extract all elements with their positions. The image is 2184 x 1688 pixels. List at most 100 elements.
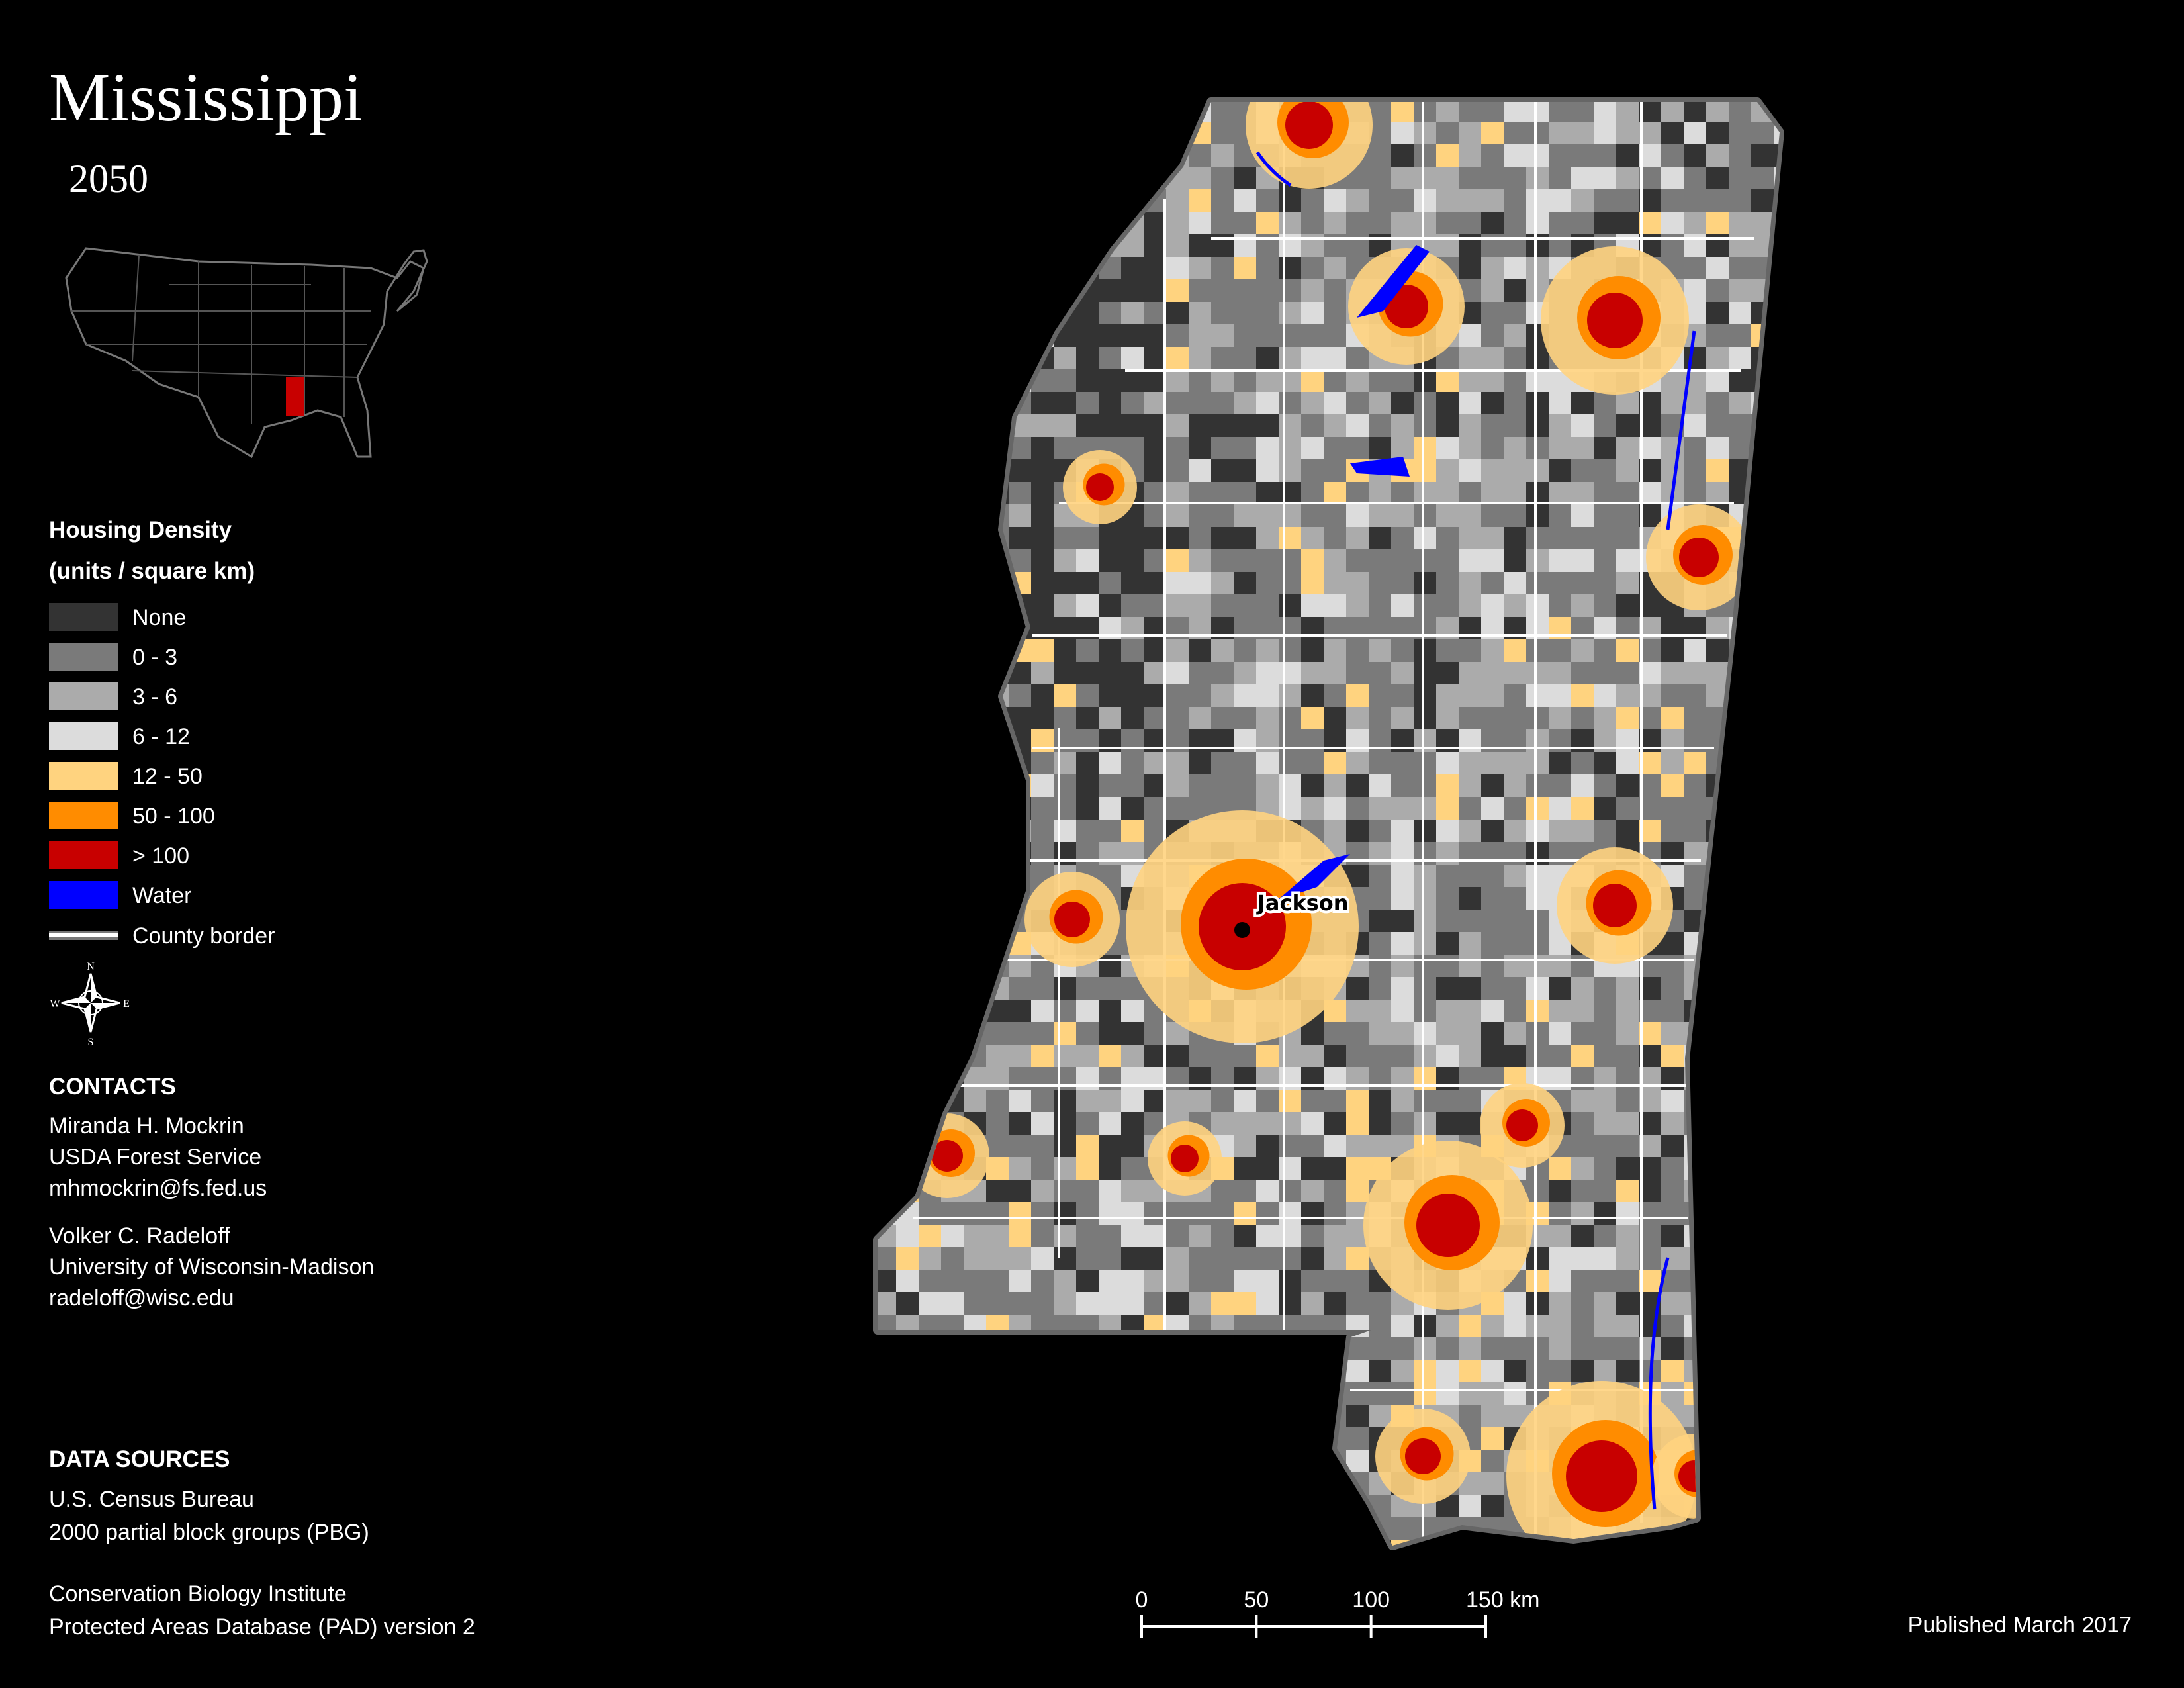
raster-cell [919,257,941,279]
raster-cell [1526,257,1549,279]
raster-cell [1391,797,1414,820]
raster-cell [1189,504,1211,527]
raster-cell [1571,482,1594,504]
raster-cell [1616,1135,1639,1157]
raster-cell [1571,707,1594,729]
raster-cell [1369,549,1391,572]
raster-cell [1076,1427,1099,1450]
raster-cell [1099,347,1121,369]
raster-cell [986,234,1009,257]
raster-cell [1301,459,1324,482]
raster-cell [1616,212,1639,234]
raster-cell [1391,707,1414,729]
raster-cell [1774,955,1780,977]
raster-cell [941,1247,964,1270]
raster-cell [1256,437,1279,459]
raster-cell [1594,1337,1616,1360]
raster-cell [1706,1472,1729,1495]
raster-cell [941,639,964,662]
raster-cell [986,324,1009,347]
raster-cell [1256,347,1279,369]
raster-cell [919,910,941,932]
raster-cell [1234,549,1256,572]
raster-cell [1526,820,1549,842]
raster-cell [1729,1225,1751,1247]
raster-cell [919,1405,941,1427]
raster-cell [1391,167,1414,189]
raster-cell [1144,392,1166,414]
raster-cell [1256,1270,1279,1292]
raster-cell [1369,572,1391,594]
raster-cell [1211,504,1234,527]
raster-cell [1751,1517,1774,1540]
raster-cell [1414,887,1436,910]
raster-cell [919,572,941,594]
raster-cell [1031,594,1054,617]
raster-cell [1009,504,1031,527]
raster-cell [1211,549,1234,572]
raster-cell [1324,1337,1346,1360]
raster-cell [1121,437,1144,459]
raster-cell [1121,527,1144,549]
raster-cell [1009,955,1031,977]
raster-cell [1009,302,1031,324]
raster-cell [1076,1405,1099,1427]
raster-cell [1369,527,1391,549]
raster-cell [1571,1045,1594,1067]
raster-cell [1031,1472,1054,1495]
raster-cell [1661,459,1684,482]
raster-cell [1279,527,1301,549]
raster-cell [1166,1090,1189,1112]
raster-cell [1414,1315,1436,1337]
raster-cell [1144,1247,1166,1270]
raster-cell [1301,684,1324,707]
raster-cell [1436,549,1459,572]
raster-cell [1751,774,1774,797]
raster-cell [1729,1315,1751,1337]
raster-cell [1279,504,1301,527]
raster-cell [1549,662,1571,684]
raster-cell [1504,752,1526,774]
raster-cell [1301,504,1324,527]
raster-cell [1481,324,1504,347]
raster-cell [1459,414,1481,437]
raster-cell [1189,459,1211,482]
raster-cell [1144,1405,1166,1427]
raster-cell [1211,1202,1234,1225]
raster-cell [1661,167,1684,189]
raster-cell [1571,1000,1594,1022]
raster-cell [1729,1022,1751,1045]
raster-cell [1346,189,1369,212]
raster-cell [1121,1270,1144,1292]
raster-cell [986,122,1009,144]
raster-cell [1144,707,1166,729]
raster-cell [896,707,919,729]
raster-cell [1099,1045,1121,1067]
map-title: Mississippi [49,60,363,136]
raster-cell [1211,752,1234,774]
raster-cell [1459,549,1481,572]
raster-cell [1504,955,1526,977]
raster-cell [986,1180,1009,1202]
raster-cell [1684,1157,1706,1180]
raster-cell [1234,1382,1256,1405]
raster-cell [1099,144,1121,167]
raster-cell [878,504,896,527]
raster-cell [1729,1382,1751,1405]
raster-cell [1324,279,1346,302]
raster-cell [1121,1405,1144,1427]
raster-cell [1481,955,1504,977]
raster-cell [1774,212,1780,234]
raster-cell [1391,1360,1414,1382]
raster-cell [941,707,964,729]
raster-cell [1459,684,1481,707]
raster-cell [1076,102,1099,122]
raster-cell [878,1540,896,1546]
raster-cell [1076,1225,1099,1247]
raster-cell [1414,932,1436,955]
raster-cell [1684,707,1706,729]
raster-cell [1549,707,1571,729]
raster-cell [1234,459,1256,482]
raster-cell [1684,797,1706,820]
